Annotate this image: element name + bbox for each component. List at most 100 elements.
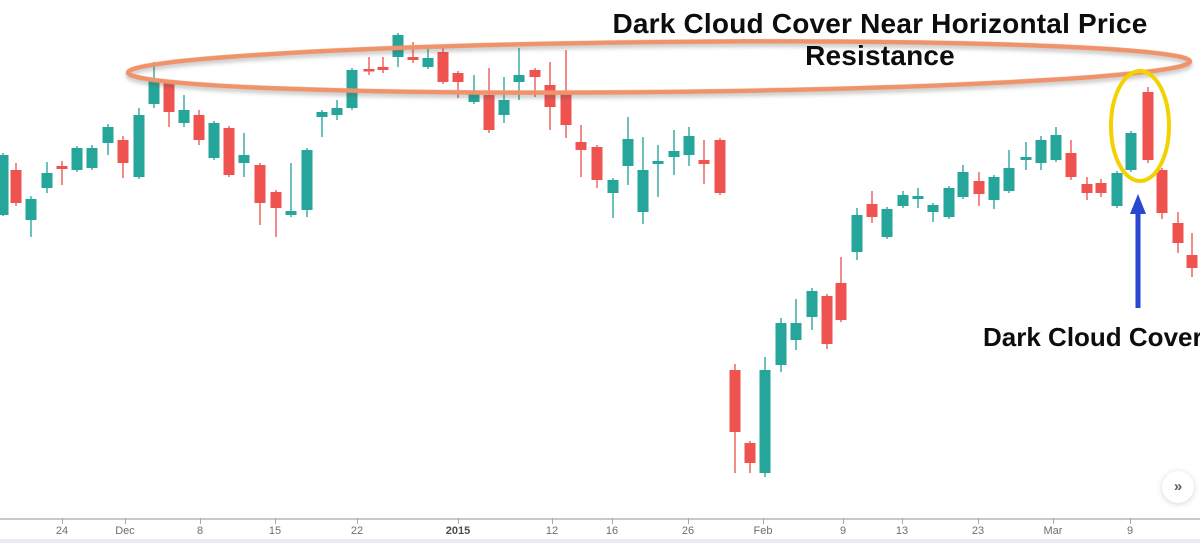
candle-body-down bbox=[1081, 184, 1093, 193]
candle-body-down bbox=[591, 147, 603, 180]
x-axis-label: 23 bbox=[971, 525, 985, 537]
candle-body-up bbox=[927, 205, 939, 212]
x-axis-label: 8 bbox=[196, 525, 204, 537]
candle-body-up bbox=[683, 136, 695, 155]
x-axis-tick bbox=[1130, 518, 1131, 524]
candle-body-up bbox=[897, 195, 909, 206]
x-axis-label: 24 bbox=[55, 525, 69, 537]
candle-body-down bbox=[10, 170, 22, 203]
candle-body-down bbox=[117, 140, 129, 163]
candle-body-down bbox=[714, 140, 726, 193]
candle-body-down bbox=[193, 115, 205, 140]
x-axis-tick bbox=[1053, 518, 1054, 524]
x-axis-tick bbox=[62, 518, 63, 524]
candle-body-up bbox=[790, 323, 802, 340]
candle-body-down bbox=[821, 296, 833, 344]
overlays-layer bbox=[125, 39, 1193, 308]
candle-body-down bbox=[1186, 255, 1198, 268]
candle-body-up bbox=[607, 180, 619, 193]
x-axis-label: 16 bbox=[605, 525, 619, 537]
candle-body-up bbox=[513, 75, 525, 82]
candle-body-down bbox=[575, 142, 587, 150]
candle-body-up bbox=[331, 108, 343, 115]
candle-body-up bbox=[637, 170, 649, 212]
candle-body-down bbox=[835, 283, 847, 320]
x-axis-tick bbox=[688, 518, 689, 524]
x-axis-tick bbox=[458, 518, 459, 524]
candle-body-down bbox=[866, 204, 878, 217]
chart-title: Dark Cloud Cover Near Horizontal Price R… bbox=[612, 8, 1148, 71]
candle-body-up bbox=[178, 110, 190, 123]
candle-body-down bbox=[377, 67, 389, 70]
candle-body-up bbox=[148, 80, 160, 104]
candle-body-up bbox=[285, 211, 297, 215]
candle-body-down bbox=[1142, 92, 1154, 160]
candle-body-up bbox=[86, 148, 98, 168]
candle-body-down bbox=[254, 165, 266, 203]
candle-body-down bbox=[56, 166, 68, 169]
candle-body-down bbox=[1172, 223, 1184, 243]
candle-body-up bbox=[775, 323, 787, 365]
x-axis-tick bbox=[200, 518, 201, 524]
candle-body-up bbox=[71, 148, 83, 170]
candle-body-up bbox=[943, 188, 955, 217]
candle-body-up bbox=[1125, 133, 1137, 170]
candle-body-down bbox=[452, 73, 464, 82]
candle-body-up bbox=[1111, 173, 1123, 206]
candle-body-down bbox=[270, 192, 282, 208]
candle-body-up bbox=[988, 177, 1000, 200]
candle-body-up bbox=[422, 58, 434, 67]
candle-body-up bbox=[498, 100, 510, 115]
x-axis-label: 26 bbox=[681, 525, 695, 537]
candle-body-up bbox=[238, 155, 250, 163]
candle-body-up bbox=[102, 127, 114, 143]
x-axis-label: 9 bbox=[1126, 525, 1134, 537]
dark-cloud-cover-label: Dark Cloud Cover bbox=[983, 322, 1200, 352]
candle-body-up bbox=[468, 93, 480, 102]
x-axis-label: 15 bbox=[268, 525, 282, 537]
candle-body-down bbox=[407, 57, 419, 60]
pattern-circle-annotation bbox=[1109, 69, 1171, 183]
candle-body-down bbox=[973, 181, 985, 194]
x-axis-label: Dec bbox=[115, 525, 135, 537]
candles-layer bbox=[0, 33, 1198, 477]
scroll-right-button[interactable]: » bbox=[1162, 471, 1194, 503]
candle-body-down bbox=[1156, 170, 1168, 213]
x-axis-label: 22 bbox=[350, 525, 364, 537]
x-axis-label: 13 bbox=[895, 525, 909, 537]
x-axis-line bbox=[0, 518, 1200, 520]
candle-body-down bbox=[544, 85, 556, 107]
candle-body-down bbox=[483, 95, 495, 130]
resistance-ellipse-annotation bbox=[125, 39, 1193, 95]
x-axis-tick bbox=[612, 518, 613, 524]
candle-body-down bbox=[1095, 183, 1107, 193]
bottom-scroll-strip bbox=[0, 539, 1200, 543]
arrow-head-icon bbox=[1130, 194, 1146, 214]
x-axis-label: Mar bbox=[1043, 525, 1063, 537]
candle-body-down bbox=[163, 82, 175, 112]
candle-body-up bbox=[301, 150, 313, 210]
candle-body-up bbox=[1050, 135, 1062, 160]
x-axis-tick bbox=[843, 518, 844, 524]
candle-body-up bbox=[316, 112, 328, 117]
candle-body-down bbox=[1065, 153, 1077, 177]
x-axis-tick bbox=[275, 518, 276, 524]
x-axis-tick bbox=[357, 518, 358, 524]
candle-body-down bbox=[529, 70, 541, 77]
x-axis-label: 9 bbox=[839, 525, 847, 537]
candle-body-up bbox=[957, 172, 969, 197]
candle-body-down bbox=[363, 69, 375, 72]
x-axis-tick bbox=[978, 518, 979, 524]
candle-body-up bbox=[851, 215, 863, 252]
x-axis-tick bbox=[125, 518, 126, 524]
candle-body-up bbox=[1020, 157, 1032, 160]
candle-body-up bbox=[41, 173, 53, 188]
candle-body-up bbox=[806, 291, 818, 317]
candle-body-up bbox=[1035, 140, 1047, 163]
candle-body-down bbox=[223, 128, 235, 175]
candle-body-up bbox=[208, 123, 220, 158]
candle-body-down bbox=[744, 443, 756, 463]
candle-body-up bbox=[1003, 168, 1015, 191]
